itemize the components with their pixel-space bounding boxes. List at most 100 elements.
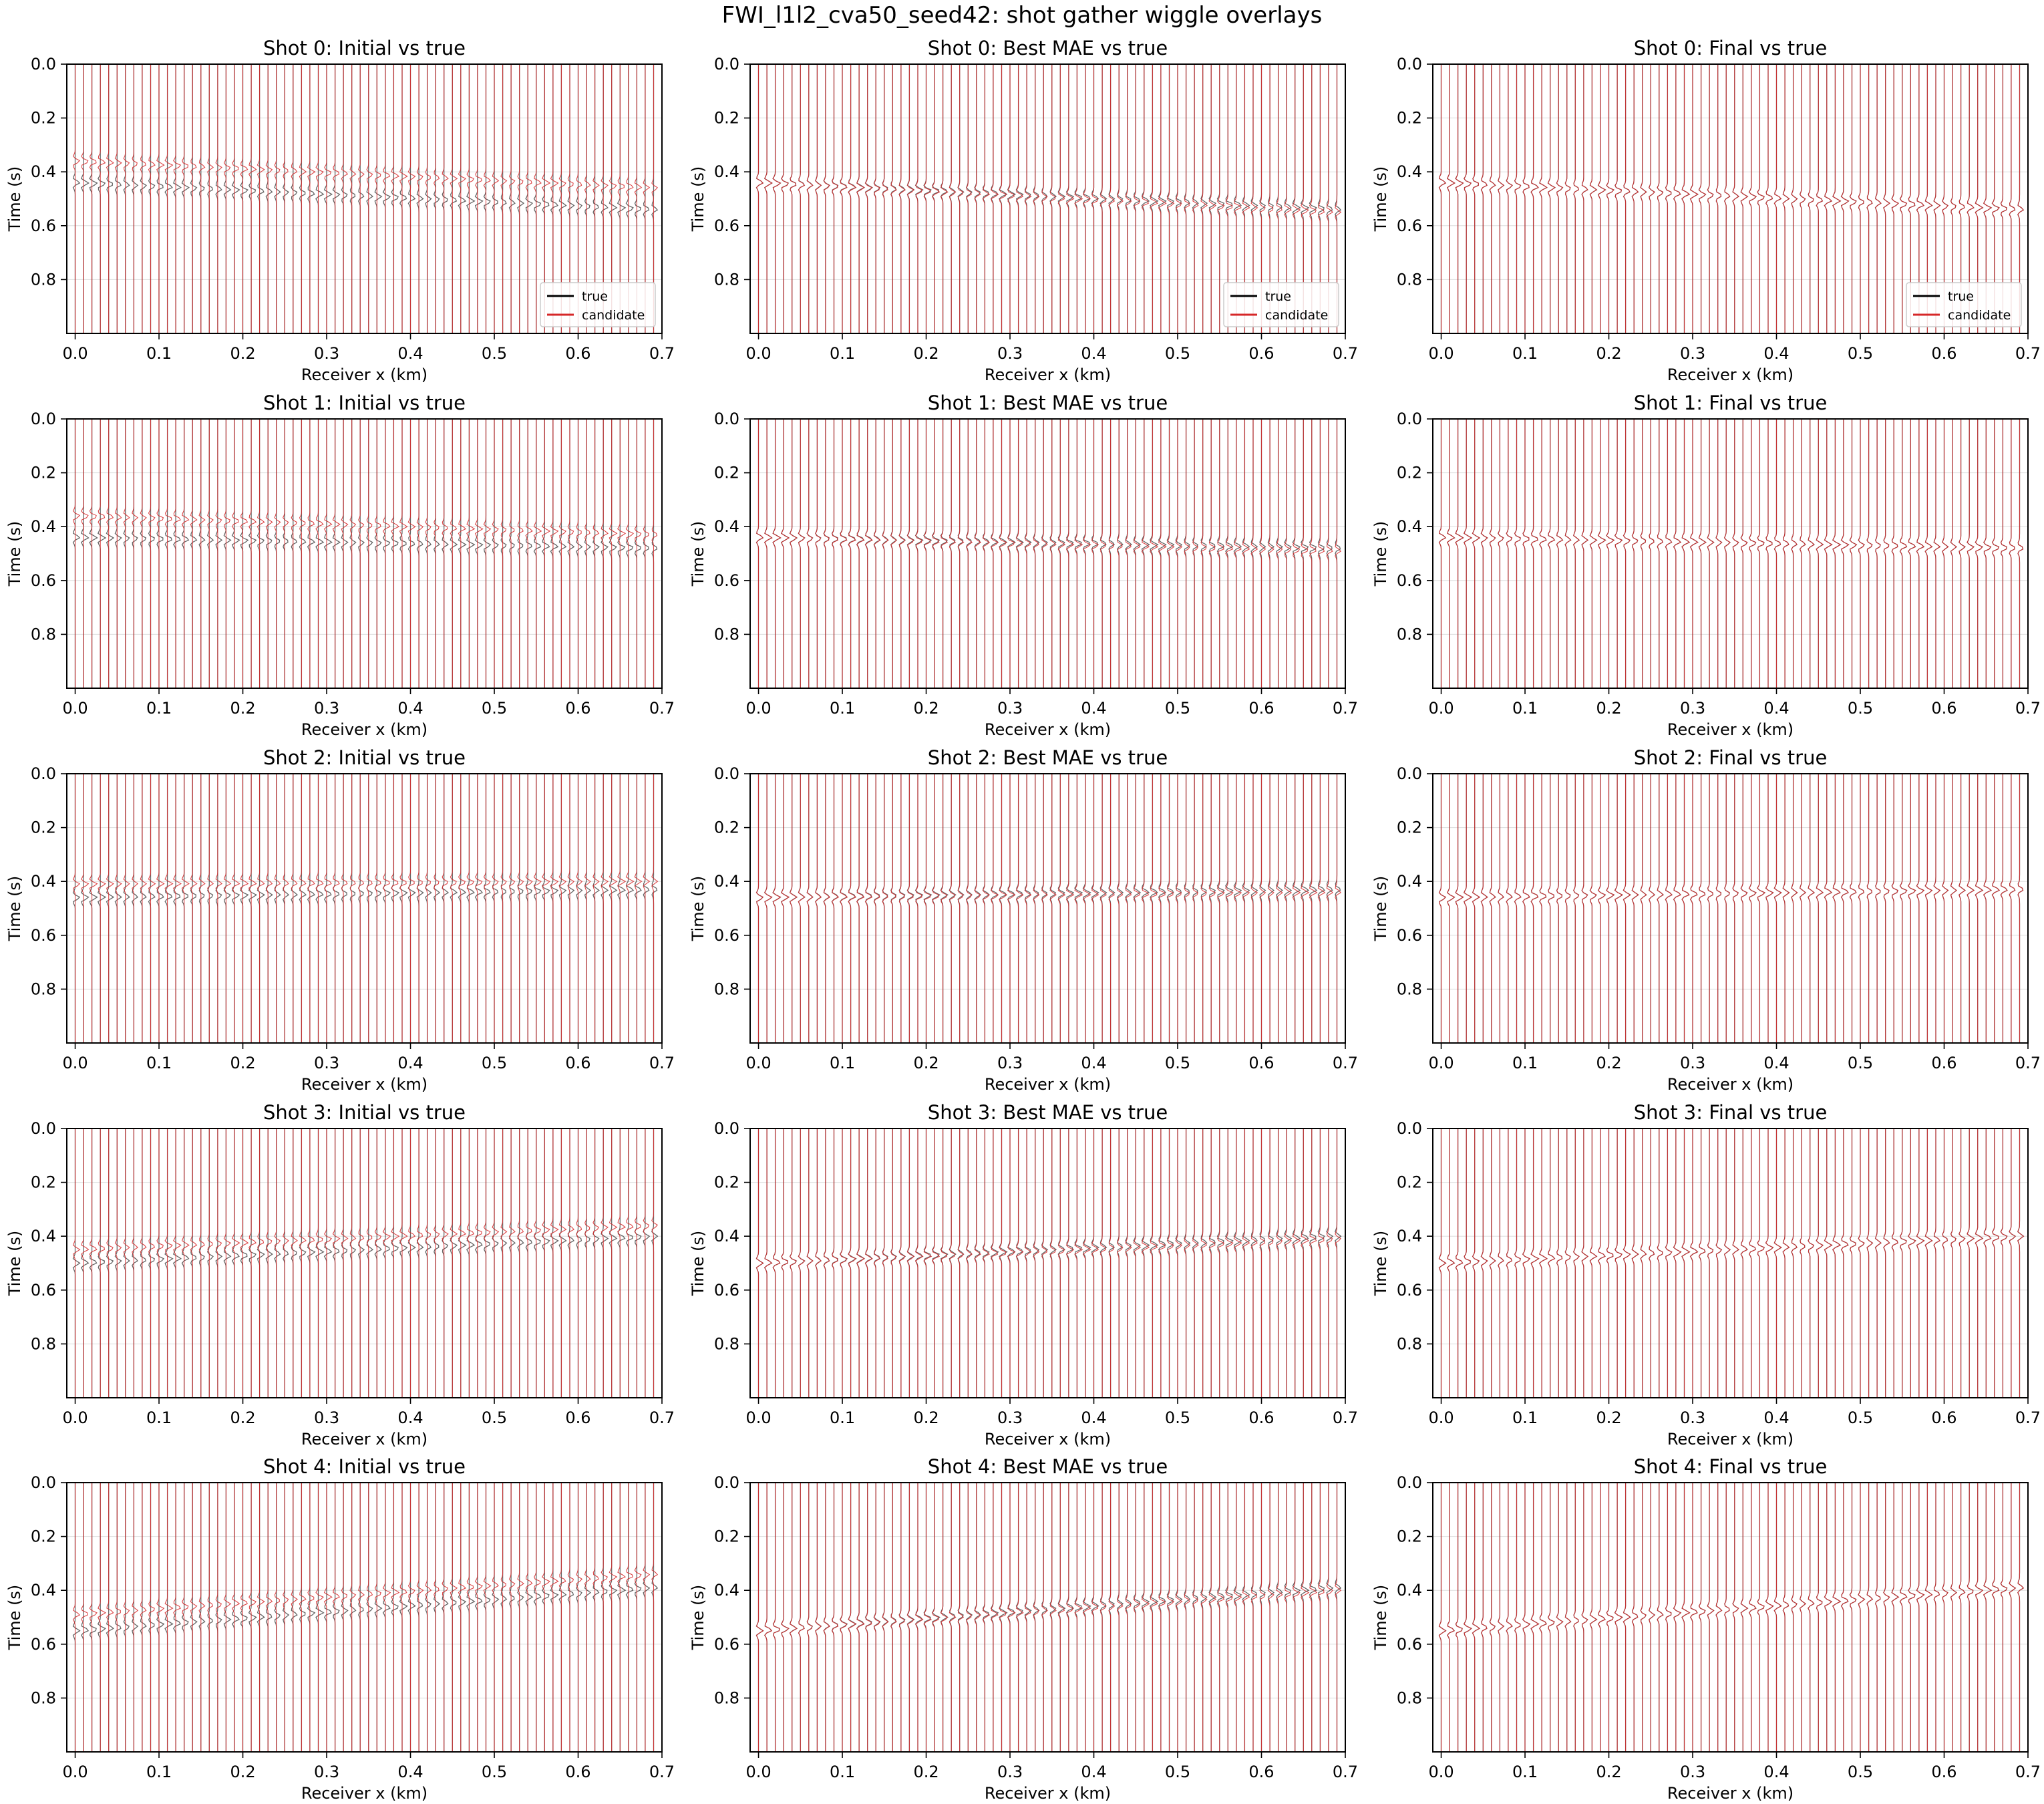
trace-candidate — [182, 64, 189, 333]
trace-candidate — [164, 1483, 174, 1752]
trace-candidate — [248, 1483, 257, 1752]
trace-candidate — [98, 1483, 107, 1752]
trace-true — [291, 1483, 298, 1752]
trace-true — [173, 1483, 182, 1752]
trace-candidate — [592, 419, 600, 688]
trace-true — [474, 419, 484, 688]
trace-true — [1707, 774, 1713, 1043]
x-tick-label: 0.1 — [146, 1054, 172, 1072]
trace-true — [525, 419, 532, 688]
trace-true — [755, 1483, 764, 1752]
trace-candidate — [1184, 64, 1190, 333]
trace-true — [299, 419, 307, 688]
trace-candidate — [840, 774, 848, 1043]
trace-candidate — [483, 1483, 492, 1752]
y-tick-label: 0.2 — [1397, 1527, 1422, 1546]
trace-candidate — [1800, 1129, 1806, 1398]
x-axis-label: Receiver x (km) — [1667, 1430, 1794, 1449]
trace-candidate — [307, 1129, 315, 1398]
y-axis-label: Time (s) — [5, 521, 24, 587]
trace-candidate — [982, 1483, 991, 1752]
trace-true — [72, 64, 81, 333]
trace-candidate — [772, 1483, 780, 1752]
legend-label-candidate: candidate — [1265, 308, 1328, 323]
trace-candidate — [450, 1129, 458, 1398]
trace-true — [1581, 774, 1588, 1043]
trace-candidate — [823, 64, 830, 333]
trace-candidate — [634, 1483, 642, 1752]
trace-candidate — [856, 774, 865, 1043]
trace-candidate — [601, 774, 609, 1043]
trace-candidate — [190, 1129, 198, 1398]
trace-candidate — [1689, 419, 1699, 688]
series-true — [72, 419, 658, 688]
trace-true — [806, 1483, 814, 1752]
y-tick-label: 0.8 — [31, 1688, 56, 1707]
trace-true — [1715, 774, 1722, 1043]
trace-true — [1581, 419, 1589, 688]
series-true — [1438, 419, 2024, 688]
trace-true — [1472, 774, 1481, 1043]
trace-true — [265, 774, 273, 1043]
trace-true — [349, 774, 356, 1043]
trace-true — [1673, 1129, 1682, 1398]
trace-true — [1556, 64, 1564, 333]
trace-candidate — [1489, 774, 1496, 1043]
trace-true — [533, 1129, 541, 1398]
trace-candidate — [1082, 1483, 1091, 1752]
trace-true — [231, 1483, 240, 1752]
x-tick-label: 0.7 — [1333, 699, 1358, 718]
trace-candidate — [1689, 64, 1699, 333]
y-tick-label: 0.6 — [1397, 1281, 1422, 1300]
trace-candidate — [1498, 1483, 1505, 1752]
trace-candidate — [1455, 774, 1464, 1043]
trace-true — [517, 1483, 524, 1752]
trace-candidate — [190, 1483, 198, 1752]
trace-candidate — [458, 1129, 467, 1398]
axes-frame — [66, 773, 663, 1044]
x-tick-label: 0.0 — [1428, 1408, 1454, 1427]
trace-candidate — [132, 1483, 139, 1752]
trace-true — [500, 1483, 508, 1752]
trace-candidate — [349, 1483, 357, 1752]
trace-candidate — [1024, 1483, 1031, 1752]
x-axis-label: Receiver x (km) — [985, 720, 1111, 739]
trace-candidate — [1649, 419, 1655, 688]
trace-candidate — [815, 64, 822, 333]
trace-true — [1547, 1129, 1556, 1398]
series-true — [72, 774, 658, 1043]
trace-candidate — [1782, 64, 1790, 333]
x-tick-label: 0.7 — [649, 1054, 675, 1072]
trace-candidate — [1116, 1129, 1124, 1398]
trace-true — [442, 419, 449, 688]
trace-true — [1242, 1483, 1250, 1752]
trace-true — [1967, 1129, 1975, 1398]
trace-true — [856, 774, 864, 1043]
trace-candidate — [1883, 419, 1890, 688]
trace-candidate — [957, 774, 964, 1043]
trace-candidate — [999, 1483, 1007, 1752]
trace-candidate — [1891, 64, 1899, 333]
trace-candidate — [898, 774, 905, 1043]
trace-true — [1184, 64, 1190, 333]
trace-true — [89, 64, 98, 333]
trace-true — [1539, 774, 1547, 1043]
trace-true — [215, 774, 222, 1043]
trace-true — [957, 1483, 964, 1752]
x-tick-label: 0.6 — [1931, 1054, 1956, 1072]
trace-true — [990, 419, 999, 688]
trace-candidate — [831, 1129, 838, 1398]
trace-candidate — [123, 1129, 130, 1398]
trace-candidate — [140, 419, 147, 688]
trace-true — [1556, 1483, 1564, 1752]
y-tick-label: 0.8 — [714, 1334, 739, 1353]
trace-true — [798, 1129, 806, 1398]
trace-true — [1657, 774, 1665, 1043]
trace-true — [1149, 1483, 1159, 1752]
trace-true — [1757, 1483, 1765, 1752]
trace-true — [132, 64, 139, 333]
trace-candidate — [1125, 774, 1132, 1043]
trace-true — [914, 419, 924, 688]
trace-true — [558, 419, 567, 688]
trace-candidate — [592, 1129, 600, 1398]
